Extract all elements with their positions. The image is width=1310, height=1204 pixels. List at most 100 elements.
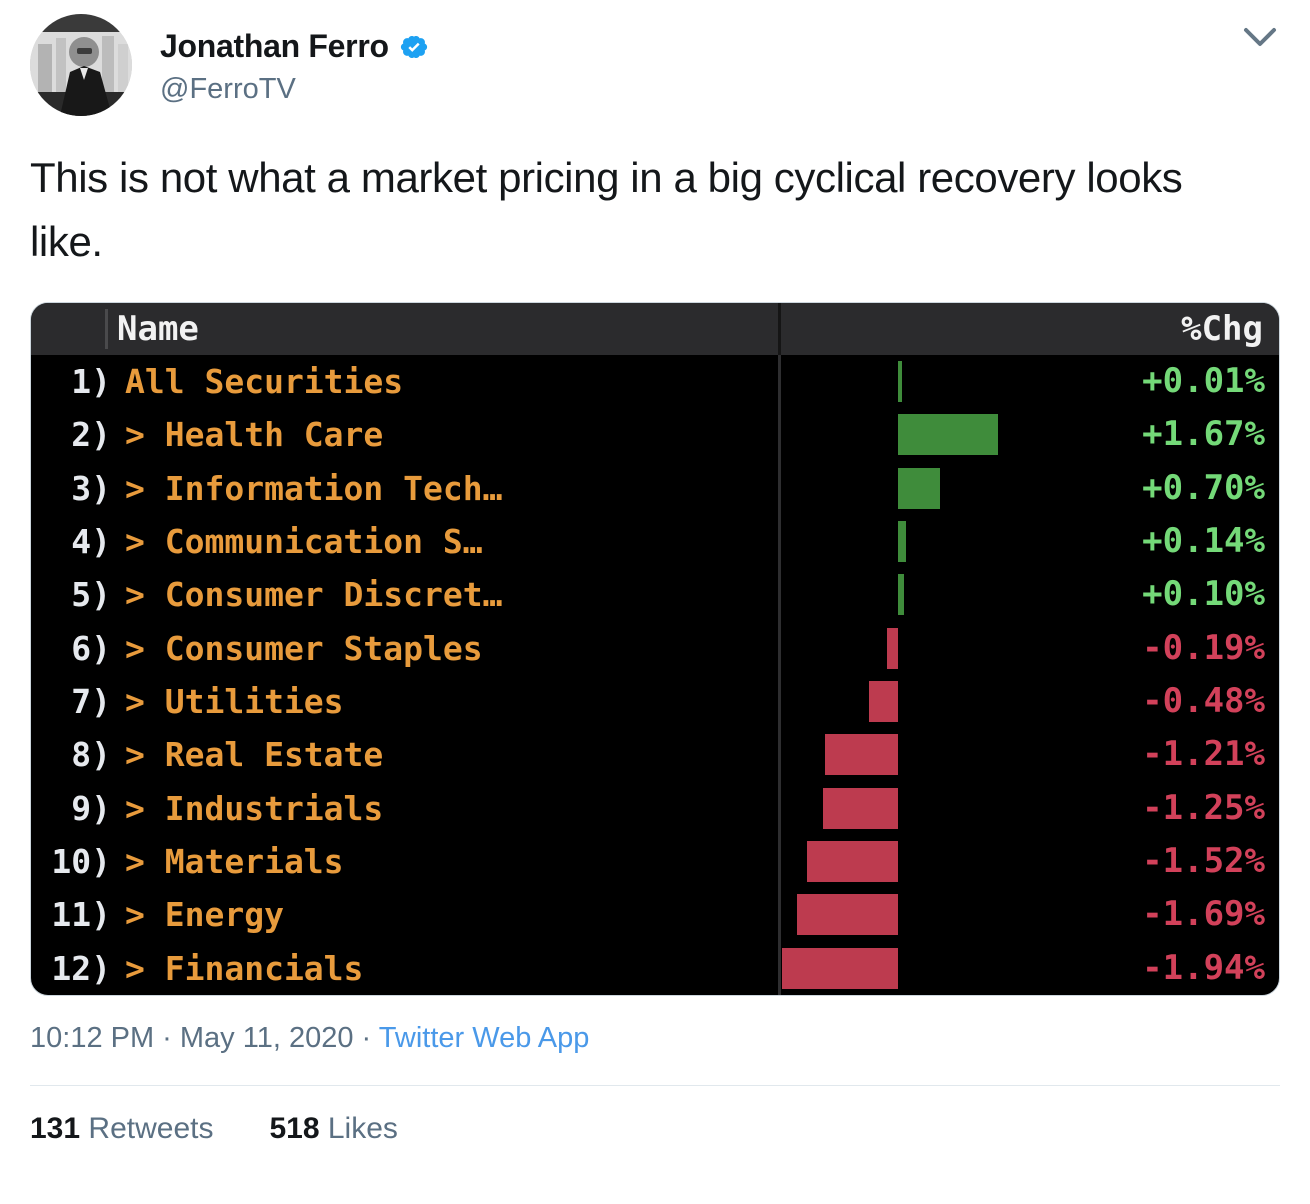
pct-change-cell: -1.21% [781,728,1279,781]
change-bar [869,680,898,722]
sector-name-cell: 1) All Securities [31,355,781,409]
avatar[interactable] [30,14,132,116]
likes-stat[interactable]: 518 Likes [269,1112,397,1146]
verified-badge-icon [400,35,427,58]
pct-change-cell: +0.70% [781,462,1279,515]
row-number: 1) [71,362,111,401]
sector-name-cell: 7) > Utilities [31,674,781,729]
pct-change-value: -0.19% [1142,627,1265,668]
sector-name-cell: 3) > Information Tech… [31,461,781,515]
change-bar [782,947,898,989]
sector-name-cell: 9) > Industrials [31,781,781,835]
likes-label: Likes [327,1112,398,1145]
sector-name: > Real Estate [125,735,384,775]
sector-name: > Industrials [125,788,384,828]
author-block: Jonathan Ferro @FerroTV [160,14,1280,106]
pct-change-cell: -0.19% [781,622,1279,675]
change-bar [823,787,898,829]
avatar-photo [30,14,132,116]
sector-name-cell: 6) > Consumer Staples [31,621,781,675]
retweets-count: 131 [30,1112,81,1145]
sector-name: > Financials [125,948,364,988]
sector-name: > Consumer Discret… [125,575,503,615]
sector-name: > Information Tech… [125,468,503,508]
sector-name-cell: 12) > Financials [31,941,781,995]
table-row: 8) > Real Estate -1.21% [31,728,1279,782]
pct-change-cell: +1.67% [781,408,1279,461]
tweet-header: Jonathan Ferro @FerroTV [30,0,1280,122]
pct-change-cell: -1.69% [781,888,1279,941]
table-row: 12) > Financials -1.94% [31,941,1279,995]
sector-name-cell: 4) > Communication S… [31,514,781,569]
change-bar [898,574,904,616]
row-number: 8) [71,735,111,775]
change-bar [898,414,998,456]
tweet-card: Jonathan Ferro @FerroTV This is not what… [30,0,1280,1146]
table-row: 1) All Securities +0.01% [31,355,1279,409]
change-bar [825,734,898,776]
sector-name: > Energy [125,895,284,935]
source-link[interactable]: Twitter Web App [378,1022,590,1054]
sector-name-cell: 11) > Energy [31,888,781,942]
table-row: 3) > Information Tech… +0.70% [31,461,1279,515]
retweets-stat[interactable]: 131 Retweets [30,1112,213,1146]
row-number: 2) [71,415,111,455]
change-bar [898,520,906,562]
change-bar [898,467,940,509]
change-bar [797,894,898,936]
row-number: 3) [71,468,111,508]
author-name[interactable]: Jonathan Ferro [160,28,389,64]
row-number: 5) [71,575,111,615]
tweet-media-terminal-screenshot[interactable]: Name %Chg 1) All Securities +0.01% 2) > … [30,302,1280,996]
pct-change-value: -1.69% [1142,894,1265,935]
change-bar [898,361,902,402]
pct-change-cell: +0.10% [781,568,1279,621]
likes-count: 518 [269,1112,320,1145]
sector-name: > Health Care [125,415,384,455]
chevron-down-icon[interactable] [1240,22,1280,52]
sector-name-cell: 5) > Consumer Discret… [31,568,781,622]
row-number: 10) [51,841,111,881]
sector-name-cell: 2) > Health Care [31,408,781,462]
pct-change-cell: -0.48% [781,675,1279,728]
sector-name: > Utilities [125,681,344,721]
row-number: 6) [71,628,111,668]
table-row: 11) > Energy -1.69% [31,888,1279,942]
row-number: 12) [51,948,111,988]
pct-change-value: -0.48% [1142,680,1265,721]
table-row: 10) > Materials -1.52% [31,834,1279,889]
pct-change-cell: -1.52% [781,835,1279,888]
separator-dot: · [361,1022,372,1054]
pct-change-value: -1.52% [1142,840,1265,881]
change-bar [887,627,898,669]
column-header-pct-chg: %Chg [1181,309,1263,349]
sector-name-cell: 8) > Real Estate [31,728,781,782]
terminal-rows: 1) All Securities +0.01% 2) > Health Car… [31,355,1279,995]
tweet-text: This is not what a market pricing in a b… [30,154,1183,265]
pct-change-value: +0.10% [1142,574,1265,615]
pct-change-value: -1.21% [1142,734,1265,775]
timestamp-row: 10:12 PM · May 11, 2020 · Twitter Web Ap… [30,1022,1280,1055]
table-row: 7) > Utilities -0.48% [31,674,1279,729]
pct-change-cell: +0.14% [781,515,1279,568]
retweets-label: Retweets [88,1112,214,1145]
sector-name: > Materials [125,841,344,881]
table-row: 6) > Consumer Staples -0.19% [31,621,1279,675]
table-row: 5) > Consumer Discret… +0.10% [31,568,1279,622]
sector-name: > Communication S… [125,521,483,561]
row-number: 4) [71,521,111,561]
pct-change-value: +0.14% [1142,520,1265,561]
pct-change-value: -1.25% [1142,787,1265,828]
row-number: 11) [51,895,111,935]
pct-change-cell: -1.94% [781,942,1279,995]
pct-change-cell: -1.25% [781,782,1279,835]
sector-name: All Securities [125,362,404,401]
table-row: 2) > Health Care +1.67% [31,408,1279,462]
pct-change-value: -1.94% [1142,947,1265,988]
pct-change-cell: +0.01% [781,355,1279,408]
timestamp-text: 10:12 PM · May 11, 2020 [30,1022,354,1054]
author-handle[interactable]: @FerroTV [160,73,296,105]
pct-change-value: +0.70% [1142,467,1265,508]
pct-change-value: +0.01% [1142,361,1265,401]
table-row: 4) > Communication S… +0.14% [31,514,1279,569]
